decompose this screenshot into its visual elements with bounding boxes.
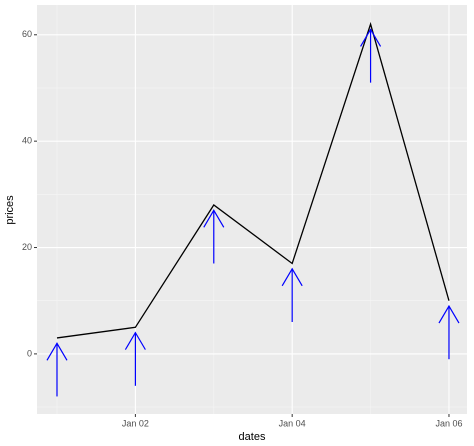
x-tick-label: Jan 04 [279, 418, 306, 428]
arrow-head [360, 28, 382, 47]
x-axis-title: dates [239, 431, 266, 443]
y-tick-label: 60 [22, 29, 32, 39]
arrow-head [46, 342, 68, 361]
arrow-head [281, 267, 303, 287]
x-tick-label: Jan 02 [122, 418, 149, 428]
arrow [124, 331, 146, 386]
line [56, 21, 450, 339]
y-axis-title: prices [4, 195, 16, 225]
y-tick-label: 20 [22, 242, 32, 252]
y-tick-label: 0 [27, 348, 32, 358]
y-tick-label: 40 [22, 136, 32, 146]
arrow-head [438, 304, 460, 324]
arrow [438, 304, 460, 360]
arrow [281, 267, 303, 322]
x-tick-label: Jan 06 [435, 418, 462, 428]
arrow-head [124, 331, 146, 350]
arrow [46, 342, 68, 397]
panel [37, 5, 467, 414]
arrow [360, 28, 382, 83]
arrow-head [203, 209, 225, 228]
arrow [203, 209, 225, 264]
